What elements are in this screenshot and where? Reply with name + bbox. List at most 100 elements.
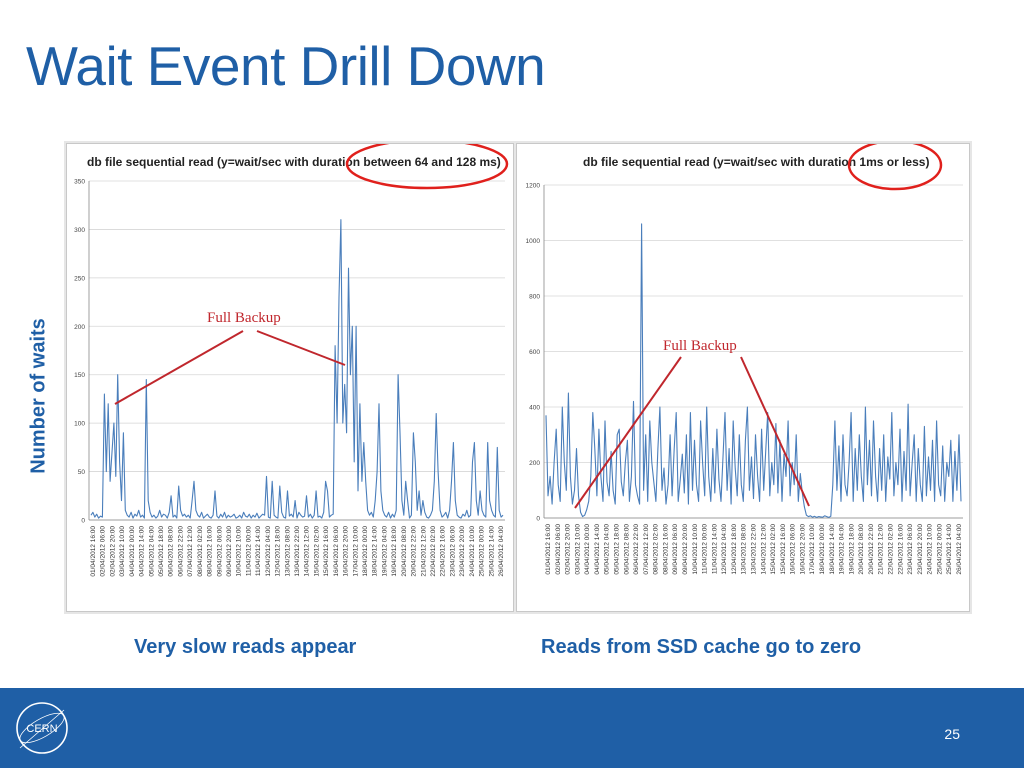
left-x-tick-label: 08/04/2012 02:00: [197, 526, 204, 577]
right-x-tick-label: 16/04/2012 06:00: [790, 524, 797, 575]
left-y-tick-label: 250: [74, 275, 85, 282]
right-series-line: [545, 223, 962, 518]
chart-left-svg: db file sequential read (y=wait/sec with…: [74, 144, 509, 577]
y-axis-label-container: Number of waits: [16, 295, 64, 500]
left-highlight-circle: [345, 144, 509, 190]
left-y-tick-label: 300: [74, 227, 85, 234]
right-x-tick-label: 23/04/2012 20:00: [917, 524, 924, 575]
left-x-tick-label: 05/04/2012 04:00: [148, 526, 155, 577]
left-x-tick-label: 19/04/2012 04:00: [381, 526, 388, 577]
left-x-tick-label: 25/04/2012 00:00: [479, 526, 486, 577]
right-x-tick-label: 20/04/2012 22:00: [868, 524, 875, 575]
right-chart-title-highlight: 1ms or less): [859, 155, 929, 169]
right-x-tick-label: 24/04/2012 10:00: [927, 524, 934, 575]
left-x-tick-label: 15/04/2012 16:00: [323, 526, 330, 577]
left-x-tick-label: 09/04/2012 06:00: [216, 526, 223, 577]
left-x-tick-label: 17/04/2012 10:00: [352, 526, 359, 577]
left-x-tick-label: 01/04/2012 16:00: [90, 526, 97, 577]
right-x-tick-label: 22/04/2012 16:00: [897, 524, 904, 575]
left-chart-title: db file sequential read (y=wait/sec with…: [87, 155, 501, 169]
caption-left: Very slow reads appear: [134, 636, 357, 658]
right-x-tick-label: 17/04/2012 10:00: [809, 524, 816, 575]
right-x-tick-label: 16/04/2012 20:00: [799, 524, 806, 575]
right-x-tick-label: 04/04/2012 00:00: [584, 524, 591, 575]
right-annotation-full-backup: Full Backup: [663, 338, 737, 354]
logo-beam-line: [19, 709, 65, 749]
y-axis-label: Number of waits: [27, 318, 50, 474]
right-x-tick-label: 09/04/2012 20:00: [682, 524, 689, 575]
right-highlight-circle: [847, 144, 943, 191]
right-x-tick-label: 09/04/2012 06:00: [672, 524, 679, 575]
right-x-tick-label: 05/04/2012 18:00: [614, 524, 621, 575]
right-x-tick-label: 05/04/2012 04:00: [604, 524, 611, 575]
left-x-tick-label: 16/04/2012 06:00: [333, 526, 340, 577]
left-x-tick-label: 02/04/2012 20:00: [109, 526, 116, 577]
left-x-tick-label: 19/04/2012 18:00: [391, 526, 398, 577]
right-x-tick-label: 14/04/2012 12:00: [760, 524, 767, 575]
left-x-tick-label: 23/04/2012 20:00: [459, 526, 466, 577]
left-y-tick-label: 100: [74, 421, 85, 428]
logo-text: CERN: [26, 723, 57, 735]
left-x-tick-label: 07/04/2012 12:00: [187, 526, 194, 577]
left-y-tick-label: 150: [74, 372, 85, 379]
left-x-tick-label: 24/04/2012 10:00: [469, 526, 476, 577]
right-y-tick-label: 800: [529, 294, 540, 301]
left-x-tick-label: 21/04/2012 12:00: [420, 526, 427, 577]
left-x-tick-label: 04/04/2012 14:00: [139, 526, 146, 577]
left-x-tick-label: 03/04/2012 10:00: [119, 526, 126, 577]
right-x-tick-label: 08/04/2012 16:00: [662, 524, 669, 575]
right-x-tick-label: 01/04/2012 16:00: [545, 524, 552, 575]
left-x-tick-label: 20/04/2012 08:00: [401, 526, 408, 577]
left-chart-title-highlight: between 64 and 128 ms): [363, 155, 500, 169]
right-x-tick-label: 04/04/2012 14:00: [594, 524, 601, 575]
left-x-tick-label: 12/04/2012 18:00: [275, 526, 282, 577]
logo-outer-ring: [16, 702, 68, 754]
right-x-tick-label: 03/04/2012 10:00: [574, 524, 581, 575]
right-x-tick-label: 06/04/2012 22:00: [633, 524, 640, 575]
right-y-tick-label: 1000: [526, 238, 541, 245]
right-x-tick-label: 18/04/2012 14:00: [829, 524, 836, 575]
left-x-tick-label: 22/04/2012 16:00: [440, 526, 447, 577]
left-x-tick-label: 23/04/2012 06:00: [449, 526, 456, 577]
right-x-tick-label: 06/04/2012 08:00: [623, 524, 630, 575]
right-y-tick-label: 1200: [526, 183, 541, 190]
left-x-tick-label: 10/04/2012 10:00: [236, 526, 243, 577]
right-x-tick-label: 02/04/2012 06:00: [555, 524, 562, 575]
right-x-tick-label: 07/04/2012 12:00: [643, 524, 650, 575]
left-x-tick-label: 14/04/2012 12:00: [304, 526, 311, 577]
right-x-tick-label: 18/04/2012 00:00: [819, 524, 826, 575]
left-x-tick-label: 08/04/2012 16:00: [207, 526, 214, 577]
right-x-tick-label: 25/04/2012 00:00: [936, 524, 943, 575]
right-chart-title: db file sequential read (y=wait/sec with…: [583, 155, 929, 169]
right-x-tick-label: 13/04/2012 08:00: [741, 524, 748, 575]
right-x-tick-label: 23/04/2012 06:00: [907, 524, 914, 575]
left-x-tick-label: 18/04/2012 00:00: [362, 526, 369, 577]
right-x-tick-label: 02/04/2012 20:00: [565, 524, 572, 575]
right-chart-title-prefix: db file sequential read (y=wait/sec with…: [583, 155, 859, 169]
right-x-tick-label: 25/04/2012 14:00: [946, 524, 953, 575]
right-x-tick-label: 12/04/2012 18:00: [731, 524, 738, 575]
left-chart-title-prefix: db file sequential read (y=wait/sec with…: [87, 155, 363, 169]
right-y-tick-label: 600: [529, 349, 540, 356]
left-y-tick-label: 350: [74, 179, 85, 186]
chart-right-svg: db file sequential read (y=wait/sec with…: [526, 144, 963, 575]
right-x-tick-label: 10/04/2012 10:00: [692, 524, 699, 575]
left-x-tick-label: 05/04/2012 18:00: [158, 526, 165, 577]
right-x-tick-label: 12/04/2012 04:00: [721, 524, 728, 575]
left-y-tick-label: 200: [74, 324, 85, 331]
left-x-tick-label: 15/04/2012 02:00: [313, 526, 320, 577]
right-x-tick-label: 19/04/2012 18:00: [848, 524, 855, 575]
right-x-tick-label: 26/04/2012 04:00: [956, 524, 963, 575]
left-y-tick-label: 0: [81, 518, 85, 525]
footer-bar: [0, 688, 1024, 768]
left-annotation-arrow: [114, 330, 244, 405]
right-x-tick-label: 11/04/2012 00:00: [702, 524, 709, 575]
right-x-tick-label: 11/04/2012 14:00: [711, 524, 718, 575]
right-x-tick-label: 15/04/2012 16:00: [780, 524, 787, 575]
right-x-tick-label: 15/04/2012 02:00: [770, 524, 777, 575]
left-x-tick-label: 06/04/2012 08:00: [168, 526, 175, 577]
logo-orbit-ring: [19, 712, 65, 744]
left-x-tick-label: 13/04/2012 22:00: [294, 526, 301, 577]
left-x-tick-label: 16/04/2012 20:00: [343, 526, 350, 577]
right-y-tick-label: 400: [529, 405, 540, 412]
